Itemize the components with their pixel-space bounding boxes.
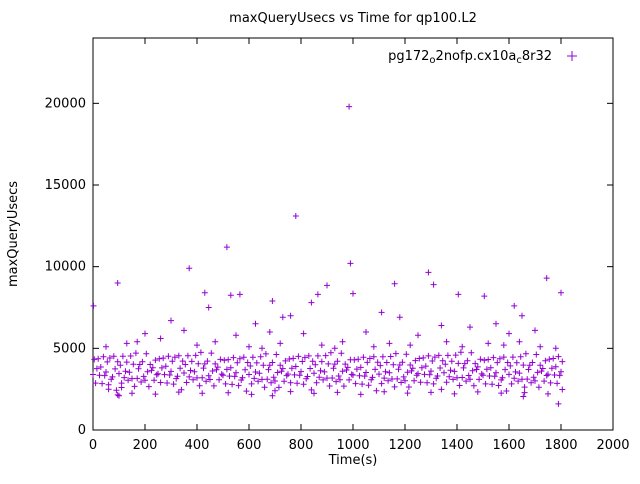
x-tick-label: 1400 <box>440 438 473 453</box>
x-tick-label: 400 <box>185 438 210 453</box>
y-axis-label: maxQueryUsecs <box>6 181 21 287</box>
legend-marker-plus-icon <box>567 51 577 61</box>
y-tick-label: 15000 <box>45 178 86 193</box>
x-tick-label: 1800 <box>544 438 577 453</box>
x-axis-label: Time(s) <box>328 453 378 468</box>
chart-title: maxQueryUsecs vs Time for qp100.L2 <box>229 11 477 26</box>
x-tick-label: 800 <box>289 438 314 453</box>
legend: pg172o2nofp.cx10ac8r32 <box>388 49 577 66</box>
x-tick-label: 0 <box>89 438 97 453</box>
y-tick-label: 10000 <box>45 260 86 275</box>
y-tick-label: 20000 <box>45 96 86 111</box>
y-ticks: 0 5000 10000 15000 20000 <box>45 96 613 438</box>
scatter-points <box>90 103 566 407</box>
y-tick-label: 0 <box>78 423 86 438</box>
legend-label: pg172o2nofp.cx10ac8r32 <box>388 49 552 66</box>
x-tick-label: 1600 <box>492 438 525 453</box>
plot-area: 0 200 400 600 800 1000 1200 1400 1600 1800 2000050… <box>45 37 630 453</box>
x-tick-label: 1000 <box>336 438 369 453</box>
y-tick-label: 5000 <box>53 341 86 356</box>
x-ticks: 0 200 400 600 800 1000 1200 1400 1600 1800 2000 <box>89 38 630 453</box>
x-tick-label: 600 <box>237 438 262 453</box>
x-tick-label: 1200 <box>388 438 421 453</box>
x-tick-label: 200 <box>133 438 158 453</box>
x-tick-label: 2000 <box>596 438 629 453</box>
